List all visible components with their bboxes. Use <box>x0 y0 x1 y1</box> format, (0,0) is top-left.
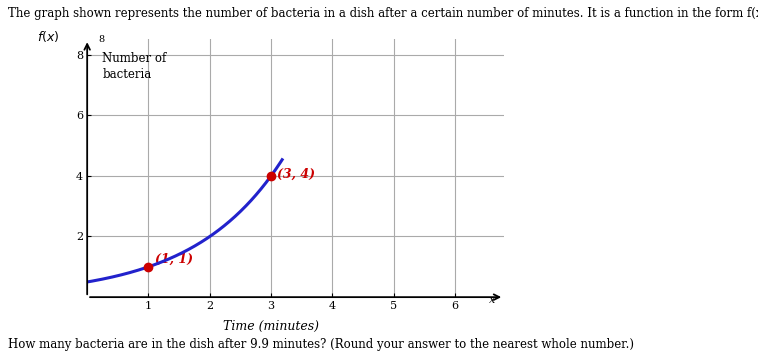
Text: Time (minutes): Time (minutes) <box>223 320 319 333</box>
Text: (3, 4): (3, 4) <box>277 167 315 180</box>
Text: How many bacteria are in the dish after 9.9 minutes? (Round your answer to the n: How many bacteria are in the dish after … <box>8 338 634 351</box>
Text: The graph shown represents the number of bacteria in a dish after a certain numb: The graph shown represents the number of… <box>8 7 758 20</box>
Text: (1, 1): (1, 1) <box>155 253 193 266</box>
Text: 8: 8 <box>99 35 105 44</box>
Text: x: x <box>489 295 495 305</box>
Text: $f(x)$: $f(x)$ <box>37 29 60 44</box>
Text: bacteria: bacteria <box>102 68 152 81</box>
Text: Number of: Number of <box>102 52 167 64</box>
